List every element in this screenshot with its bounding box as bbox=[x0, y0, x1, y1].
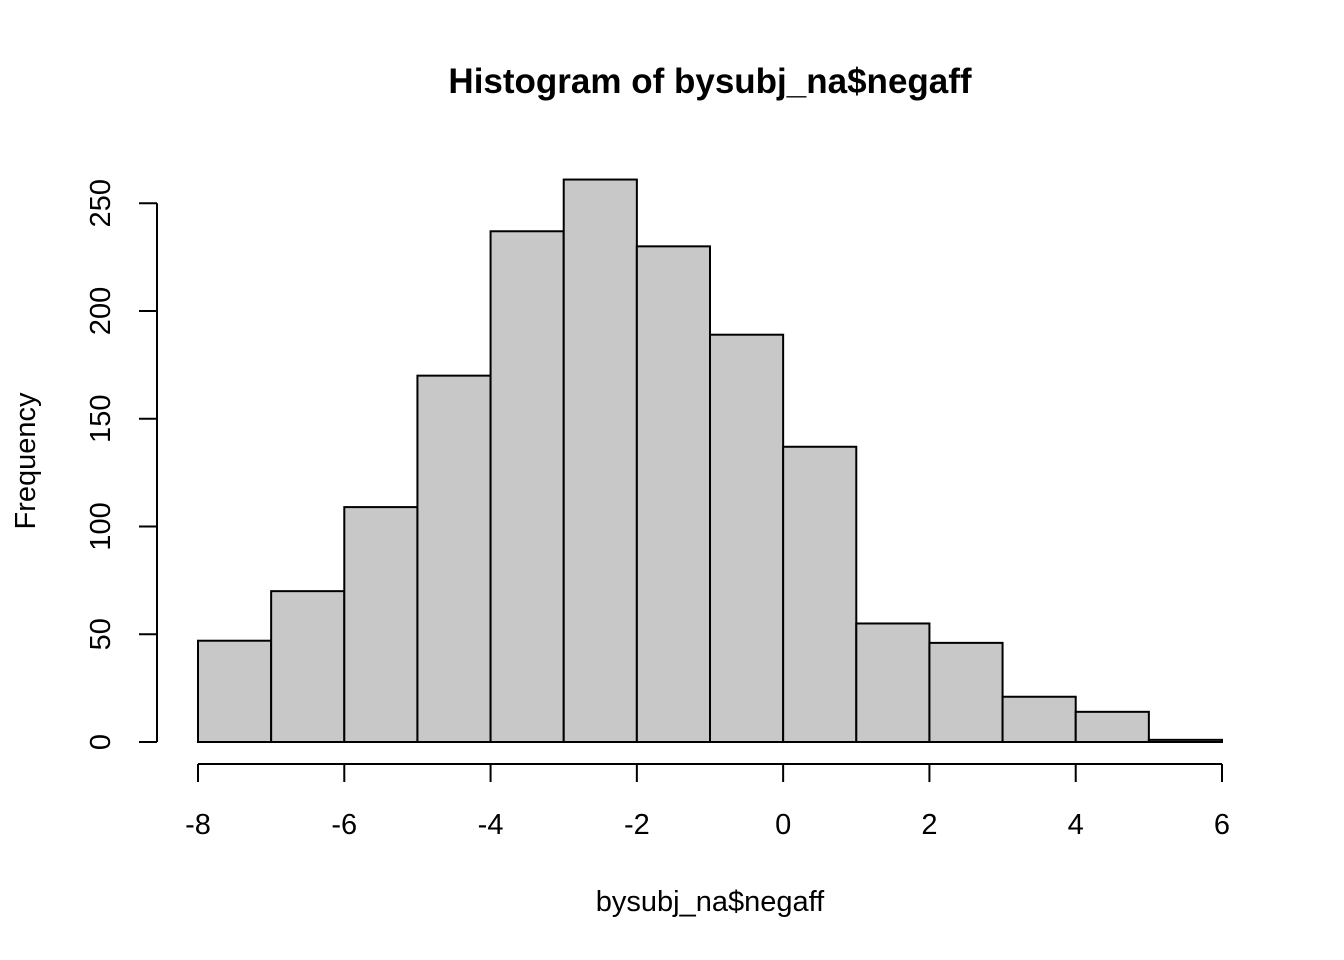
y-axis: 0 50 100 150 200 250 bbox=[85, 179, 158, 750]
histogram-bar bbox=[782, 445, 858, 743]
x-tick-label: 0 bbox=[775, 809, 791, 841]
histogram-bar bbox=[855, 622, 931, 743]
histogram-bar bbox=[1074, 710, 1150, 744]
histogram-bar bbox=[416, 374, 492, 743]
y-axis-label: Frequency bbox=[10, 392, 42, 530]
y-tick-label: 100 bbox=[85, 502, 117, 550]
histogram-bar bbox=[635, 245, 711, 743]
histogram-bar bbox=[343, 506, 419, 744]
y-tick-label: 0 bbox=[85, 734, 117, 750]
histogram-bar bbox=[928, 641, 1004, 743]
x-tick-label: -2 bbox=[624, 809, 650, 841]
x-tick-label: 6 bbox=[1214, 809, 1230, 841]
y-tick-label: 50 bbox=[85, 618, 117, 650]
x-tick-label: -6 bbox=[331, 809, 357, 841]
y-tick-label: 150 bbox=[85, 395, 117, 443]
y-tick-label: 200 bbox=[85, 287, 117, 335]
histogram-bar bbox=[562, 178, 638, 744]
x-axis-label: bysubj_na$negaff bbox=[596, 886, 825, 918]
x-tick-label: 2 bbox=[921, 809, 937, 841]
y-tick-label: 250 bbox=[85, 179, 117, 227]
x-axis: -8 -6 -4 -2 0 2 4 6 bbox=[185, 763, 1230, 841]
x-tick-label: 4 bbox=[1068, 809, 1084, 841]
histogram-bar bbox=[270, 590, 346, 744]
histogram-bar bbox=[1147, 738, 1224, 743]
chart-title: Histogram of bysubj_na$negaff bbox=[448, 62, 971, 101]
histogram-bar bbox=[1001, 695, 1077, 743]
histogram-bar bbox=[197, 639, 273, 744]
histogram-bar bbox=[709, 333, 785, 743]
x-tick-label: -8 bbox=[185, 809, 211, 841]
bars-group bbox=[197, 178, 1224, 744]
x-tick-label: -4 bbox=[478, 809, 504, 841]
histogram-bar bbox=[489, 230, 565, 743]
